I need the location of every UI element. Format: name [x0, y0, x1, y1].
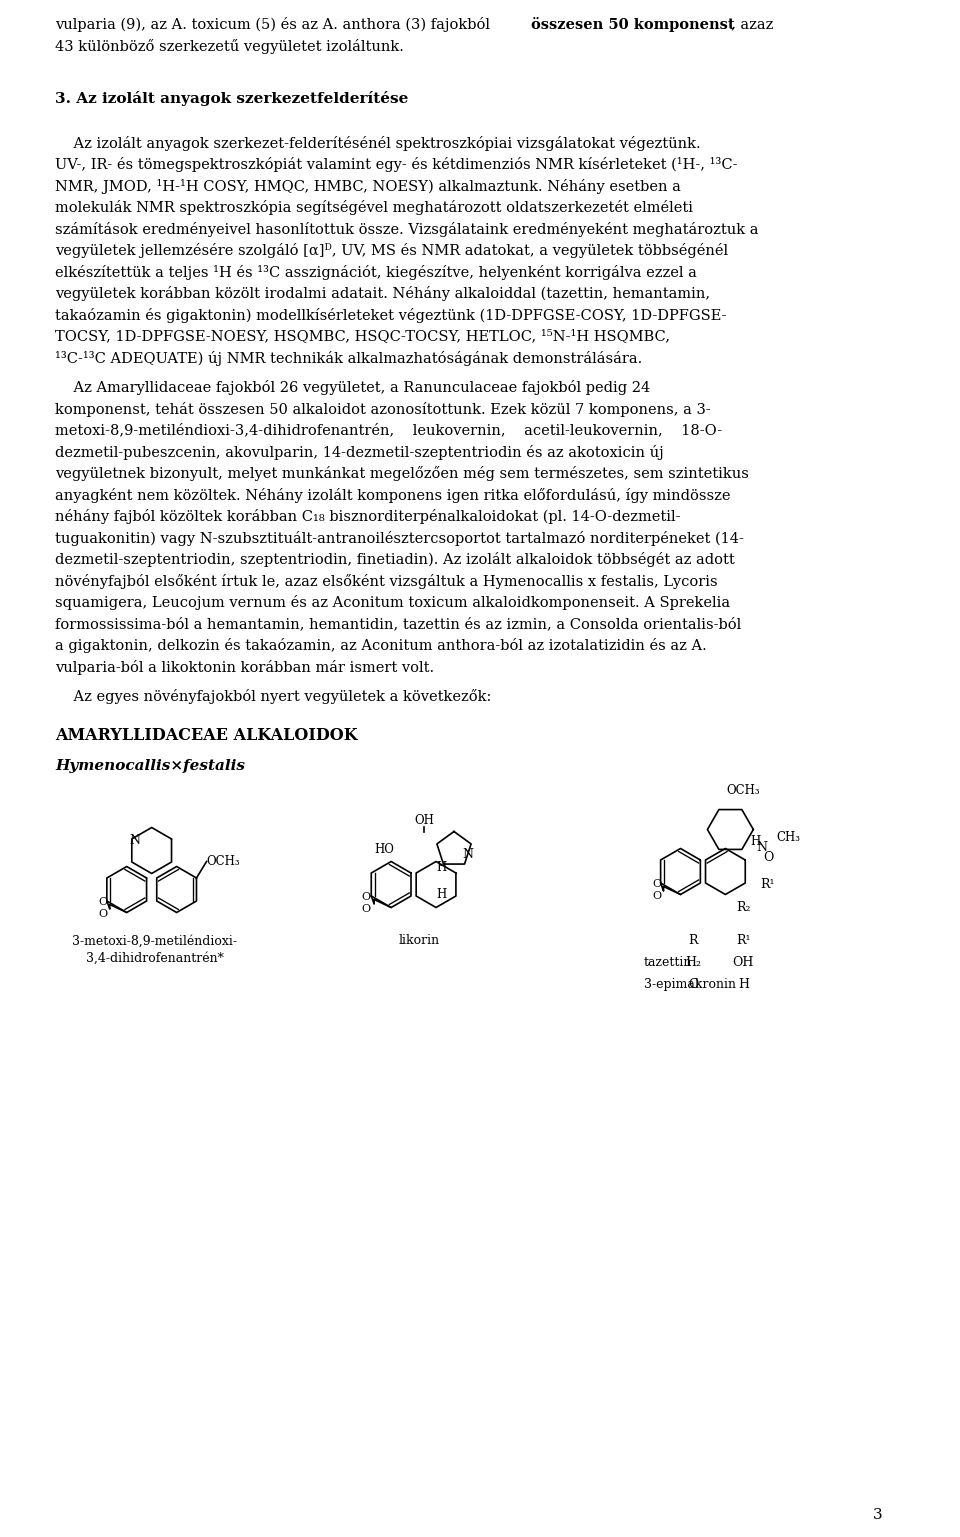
Text: OH: OH — [732, 956, 754, 970]
Text: H: H — [738, 979, 749, 991]
Text: AMARYLLIDACEAE ALKALOIDOK: AMARYLLIDACEAE ALKALOIDOK — [55, 727, 357, 744]
Text: növényfajból elsőként írtuk le, azaz elsőként vizsgáltuk a Hymenocallis x festal: növényfajból elsőként írtuk le, azaz els… — [55, 573, 717, 589]
Text: tuguakonitin) vagy N-szubsztituált-antranoilésztercsoportot tartalmazó norditerp: tuguakonitin) vagy N-szubsztituált-antra… — [55, 530, 744, 546]
Text: Hymenocallis×festalis: Hymenocallis×festalis — [55, 759, 245, 773]
Text: formossissima-ból a hemantamin, hemantidin, tazettin és az izmin, a Consolda ori: formossissima-ból a hemantamin, hemantid… — [55, 616, 741, 632]
Text: O: O — [98, 896, 108, 907]
Text: Az Amaryllidaceae fajokból 26 vegyületet, a Ranunculaceae fajokból pedig 24: Az Amaryllidaceae fajokból 26 vegyületet… — [55, 381, 650, 395]
Text: 3,4-dihidrofenantrén*: 3,4-dihidrofenantrén* — [85, 951, 224, 965]
Text: O: O — [362, 891, 371, 902]
Text: metoxi-8,9-metiléndioxi-3,4-dihidrofenantrén,    leukovernin,    acetil-leukover: metoxi-8,9-metiléndioxi-3,4-dihidrofenan… — [55, 424, 722, 438]
Text: , azaz: , azaz — [732, 17, 774, 31]
Text: N: N — [130, 835, 140, 847]
Text: dezmetil-pubeszcenin, akovulparin, 14-dezmetil-szeptentriodin és az akotoxicin ú: dezmetil-pubeszcenin, akovulparin, 14-de… — [55, 446, 663, 460]
Text: H: H — [751, 835, 760, 848]
Text: számítások eredményeivel hasonlítottuk össze. Vizsgálataink eredményeként meghat: számítások eredményeivel hasonlítottuk ö… — [55, 221, 758, 237]
Text: O: O — [652, 879, 661, 888]
Text: OH: OH — [414, 815, 434, 827]
Text: vulparia (9), az A. toxicum (5) és az A. anthora (3) fajokból: vulparia (9), az A. toxicum (5) és az A.… — [55, 17, 494, 32]
Text: O: O — [652, 891, 661, 901]
Text: néhány fajból közöltek korábban C₁₈ bisznorditerpénalkaloidokat (pl. 14-O-dezmet: néhány fajból közöltek korábban C₁₈ bisz… — [55, 509, 681, 524]
Text: 3-metoxi-8,9-metiléndioxi-: 3-metoxi-8,9-metiléndioxi- — [72, 934, 237, 947]
Text: 3-epimakronin: 3-epimakronin — [643, 979, 735, 991]
Text: OCH₃: OCH₃ — [727, 784, 760, 798]
Text: 3. Az izolált anyagok szerkezetfelderítése: 3. Az izolált anyagok szerkezetfelderíté… — [55, 91, 408, 106]
Text: vegyületnek bizonyult, melyet munkánkat megelőzően még sem természetes, sem szin: vegyületnek bizonyult, melyet munkánkat … — [55, 467, 749, 481]
Text: vegyületek jellemzésére szolgáló [α]ᴰ, UV, MS és NMR adatokat, a vegyületek több: vegyületek jellemzésére szolgáló [α]ᴰ, U… — [55, 243, 728, 258]
Text: NMR, JMOD, ¹H-¹H COSY, HMQC, HMBC, NOESY) alkalmaztunk. Néhány esetben a: NMR, JMOD, ¹H-¹H COSY, HMQC, HMBC, NOESY… — [55, 178, 681, 194]
Text: CH₃: CH₃ — [777, 832, 801, 844]
Text: HO: HO — [374, 842, 395, 856]
Text: 3: 3 — [874, 1508, 883, 1522]
Text: H₂: H₂ — [685, 956, 702, 970]
Text: 43 különböző szerkezetű vegyületet izoláltunk.: 43 különböző szerkezetű vegyületet izolá… — [55, 38, 404, 54]
Text: O: O — [362, 904, 371, 915]
Text: takaózamin és gigaktonin) modellkísérleteket végeztünk (1D-DPFGSE-COSY, 1D-DPFGS: takaózamin és gigaktonin) modellkísérlet… — [55, 307, 727, 323]
Text: R₂: R₂ — [736, 901, 751, 915]
Text: tazettin: tazettin — [643, 956, 692, 970]
Text: dezmetil-szeptentriodin, szeptentriodin, finetiadin). Az izolált alkaloidok több: dezmetil-szeptentriodin, szeptentriodin,… — [55, 552, 734, 567]
Text: N: N — [756, 841, 767, 855]
Text: R: R — [688, 934, 698, 947]
Text: anyagként nem közöltek. Néhány izolált komponens igen ritka előfordulású, így mi: anyagként nem közöltek. Néhány izolált k… — [55, 489, 731, 503]
Text: H: H — [436, 888, 446, 901]
Text: R¹: R¹ — [760, 878, 775, 891]
Text: komponenst, tehát összesen 50 alkaloidot azonosítottunk. Ezek közül 7 komponens,: komponenst, tehát összesen 50 alkaloidot… — [55, 403, 710, 417]
Text: Az egyes növényfajokból nyert vegyületek a következők:: Az egyes növényfajokból nyert vegyületek… — [55, 690, 492, 704]
Text: vulparia-ból a likoktonin korábban már ismert volt.: vulparia-ból a likoktonin korábban már i… — [55, 659, 434, 675]
Text: squamigera, Leucojum vernum és az Aconitum toxicum alkaloidkomponenseit. A Sprek: squamigera, Leucojum vernum és az Aconit… — [55, 595, 730, 610]
Text: likorin: likorin — [398, 934, 440, 947]
Text: R¹: R¹ — [736, 934, 751, 947]
Text: TOCSY, 1D-DPFGSE-NOESY, HSQMBC, HSQC-TOCSY, HETLOC, ¹⁵N-¹H HSQMBC,: TOCSY, 1D-DPFGSE-NOESY, HSQMBC, HSQC-TOC… — [55, 329, 670, 343]
Text: UV-, IR- és tömegspektroszkópiát valamint egy- és kétdimenziós NMR kísérleteket : UV-, IR- és tömegspektroszkópiát valamin… — [55, 157, 737, 172]
Text: ¹³C-¹³C ADEQUATE) új NMR technikák alkalmazhatóságának demonstrálására.: ¹³C-¹³C ADEQUATE) új NMR technikák alkal… — [55, 350, 642, 366]
Text: N: N — [463, 848, 473, 861]
Text: elkészítettük a teljes ¹H és ¹³C asszignációt, kiegészítve, helyenként korrigálv: elkészítettük a teljes ¹H és ¹³C asszign… — [55, 264, 697, 280]
Text: összesen 50 komponenst: összesen 50 komponenst — [531, 17, 734, 32]
Text: O: O — [763, 851, 774, 864]
Text: Az izolált anyagok szerkezet-felderítésénél spektroszkópiai vizsgálatokat végezt: Az izolált anyagok szerkezet-felderítésé… — [55, 135, 701, 151]
Text: O: O — [98, 908, 108, 919]
Text: molekulák NMR spektroszkópia segítségével meghatározott oldatszerkezetét elmélet: molekulák NMR spektroszkópia segítségéve… — [55, 200, 693, 215]
Text: a gigaktonin, delkozin és takaózamin, az Aconitum anthora-ból az izotalatizidin : a gigaktonin, delkozin és takaózamin, az… — [55, 638, 707, 653]
Text: O: O — [688, 979, 699, 991]
Text: vegyületek korábban közölt irodalmi adatait. Néhány alkaloiddal (tazettin, heman: vegyületek korábban közölt irodalmi adat… — [55, 286, 710, 301]
Text: OCH₃: OCH₃ — [206, 855, 240, 868]
Text: H: H — [436, 861, 446, 875]
